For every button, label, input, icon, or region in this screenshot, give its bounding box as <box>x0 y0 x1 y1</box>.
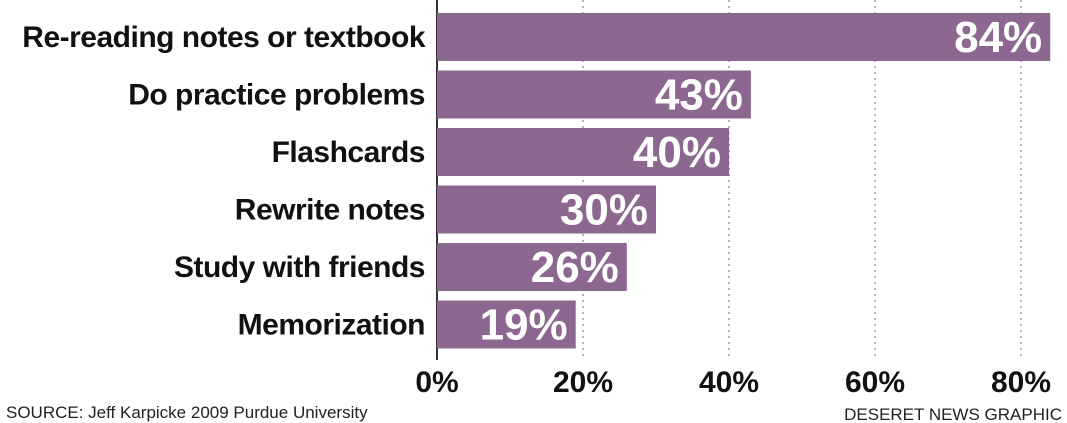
bar-3 <box>437 185 656 234</box>
tick-label: 80% <box>991 366 1051 399</box>
value-label: 43% <box>655 71 743 120</box>
category-labels: Re-reading notes or textbook Do practice … <box>22 21 426 342</box>
tick-label: 60% <box>845 366 905 399</box>
category-label: Do practice problems <box>128 79 425 112</box>
value-label: 19% <box>480 301 568 350</box>
tick-label: 0% <box>415 366 458 399</box>
bar-1 <box>437 70 751 119</box>
tick-label: 20% <box>553 366 613 399</box>
category-label: Flashcards <box>272 136 425 169</box>
source-note: SOURCE: Jeff Karpicke 2009 Purdue Univer… <box>6 403 368 422</box>
category-label: Study with friends <box>174 251 425 284</box>
category-label: Re-reading notes or textbook <box>22 21 426 54</box>
value-label: 26% <box>531 243 619 292</box>
bar-0 <box>437 13 1051 61</box>
value-label: 30% <box>560 186 648 235</box>
bars <box>437 13 1051 349</box>
tick-label: 40% <box>699 366 759 399</box>
bar-5 <box>437 300 576 349</box>
bar-2 <box>437 128 729 176</box>
graphic-credit: DESERET NEWS GRAPHIC <box>844 405 1062 423</box>
x-axis-ticks: 0% 20% 40% 60% 80% <box>415 366 1051 399</box>
category-label: Rewrite notes <box>235 194 425 227</box>
value-label: 84% <box>954 13 1042 62</box>
bar-4 <box>437 243 627 291</box>
category-label: Memorization <box>238 309 425 342</box>
value-labels: 84% 43% 40% 30% 26% 19% <box>480 13 1043 350</box>
value-label: 40% <box>633 128 721 177</box>
